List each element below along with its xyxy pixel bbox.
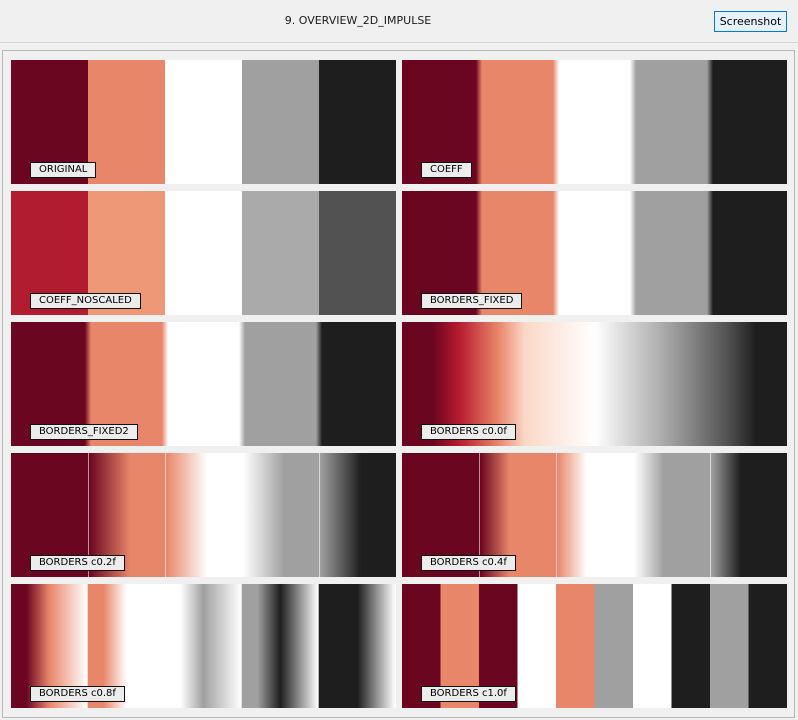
- impulse-panel: BORDERS c0.2f: [11, 453, 396, 577]
- panel-label: BORDERS c0.4f: [421, 555, 516, 571]
- panel-label: COEFF_NOSCALED: [30, 293, 141, 309]
- window-title: 9. OVERVIEW_2D_IMPULSE: [284, 14, 432, 27]
- impulse-panel: BORDERS c0.4f: [402, 453, 787, 577]
- impulse-overview-grid: ORIGINAL COEFF COEFF_NOSCALED BORDERS_FIXED…: [2, 50, 795, 718]
- impulse-panel: BORDERS c0.8f: [11, 584, 396, 708]
- screenshot-button[interactable]: Screenshot: [714, 11, 787, 32]
- impulse-panel: BORDERS c0.0f: [402, 322, 787, 446]
- panel-label: BORDERS_FIXED2: [30, 424, 138, 440]
- impulse-panel: COEFF_NOSCALED: [11, 191, 396, 315]
- impulse-panel: BORDERS c1.0f: [402, 584, 787, 708]
- panel-label: ORIGINAL: [30, 162, 97, 178]
- title-bar: 9. OVERVIEW_2D_IMPULSE Screenshot: [0, 0, 798, 43]
- impulse-panel: BORDERS_FIXED: [402, 191, 787, 315]
- impulse-panel: COEFF: [402, 60, 787, 184]
- panel-label: COEFF: [421, 162, 472, 178]
- panel-label: BORDERS c0.0f: [421, 424, 516, 440]
- impulse-panel: BORDERS_FIXED2: [11, 322, 396, 446]
- panel-label: BORDERS_FIXED: [421, 293, 523, 309]
- panel-label: BORDERS c0.2f: [30, 555, 125, 571]
- panel-label: BORDERS c0.8f: [30, 686, 125, 702]
- impulse-panel: ORIGINAL: [11, 60, 396, 184]
- panel-label: BORDERS c1.0f: [421, 686, 516, 702]
